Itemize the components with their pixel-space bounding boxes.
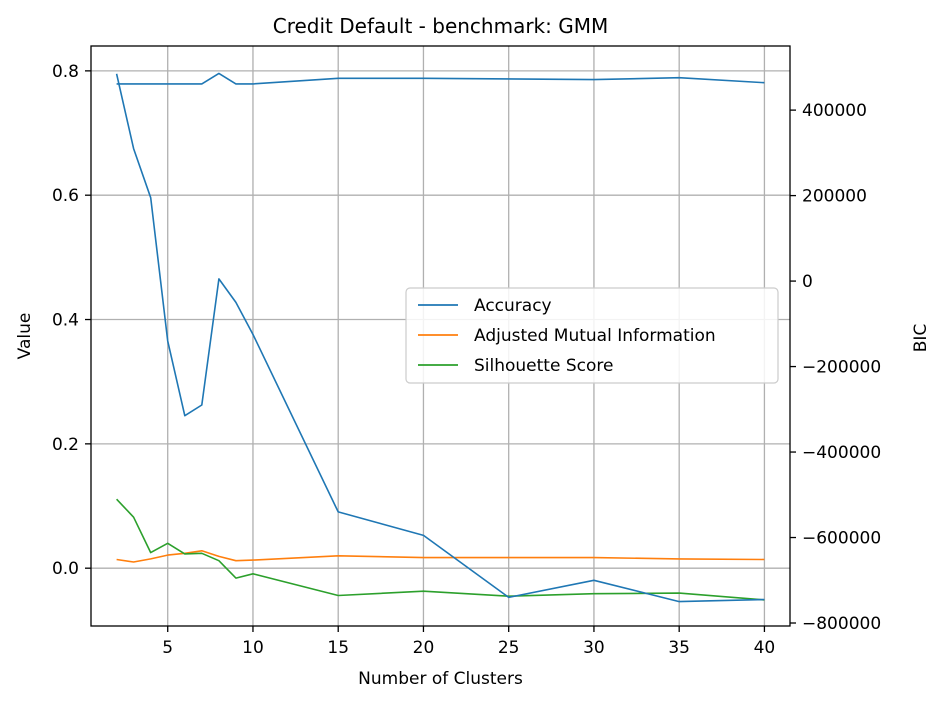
y2-axis-title: BIC <box>911 324 931 353</box>
y2-tick-label: −800000 <box>802 614 881 634</box>
y-tick-label: 0.0 <box>52 559 79 579</box>
y2-tick-label: 400000 <box>802 101 867 121</box>
y-tick-label: 0.4 <box>52 311 79 331</box>
series-line-bic <box>115 73 765 603</box>
legend-label-accuracy: Accuracy <box>474 296 552 316</box>
x-tick-label: 15 <box>327 638 349 658</box>
series-lines <box>115 72 765 603</box>
series-line-adjusted-mutual-information <box>116 549 765 563</box>
y2-tick-label: −600000 <box>802 529 881 549</box>
x-tick-label: 20 <box>413 638 435 658</box>
x-tick-label: 30 <box>583 638 605 658</box>
x-tick-label: 10 <box>242 638 264 658</box>
x-tick-label: 40 <box>754 638 776 658</box>
series-line-accuracy <box>116 72 765 85</box>
legend-label-silhouette: Silhouette Score <box>474 356 613 376</box>
chart-title: Credit Default - benchmark: GMM <box>273 14 609 38</box>
x-axis-title: Number of Clusters <box>358 669 523 689</box>
y2-tick-label: −400000 <box>802 443 881 463</box>
x-tick-label: 35 <box>668 638 690 658</box>
axis-ticks: 5 10 15 20 25 30 35 40 0.0 0.2 0.4 0.6 0.8 −800000 −60… <box>52 62 881 658</box>
y-tick-label: 0.8 <box>52 62 79 82</box>
legend: Accuracy Adjusted Mutual Information Sil… <box>405 287 779 384</box>
y2-tick-label: 0 <box>802 272 813 292</box>
series-line-silhouette-score <box>116 498 765 601</box>
x-tick-label: 25 <box>498 638 520 658</box>
y-tick-label: 0.6 <box>52 186 79 206</box>
y2-tick-label: −200000 <box>802 358 881 378</box>
y-axis-title: Value <box>15 313 35 360</box>
legend-box <box>405 287 779 384</box>
plot-frame <box>90 45 791 627</box>
y2-tick-label: 200000 <box>802 187 867 207</box>
legend-label-ami: Adjusted Mutual Information <box>474 326 716 346</box>
y-tick-label: 0.2 <box>52 435 79 455</box>
x-tick-label: 5 <box>162 638 173 658</box>
